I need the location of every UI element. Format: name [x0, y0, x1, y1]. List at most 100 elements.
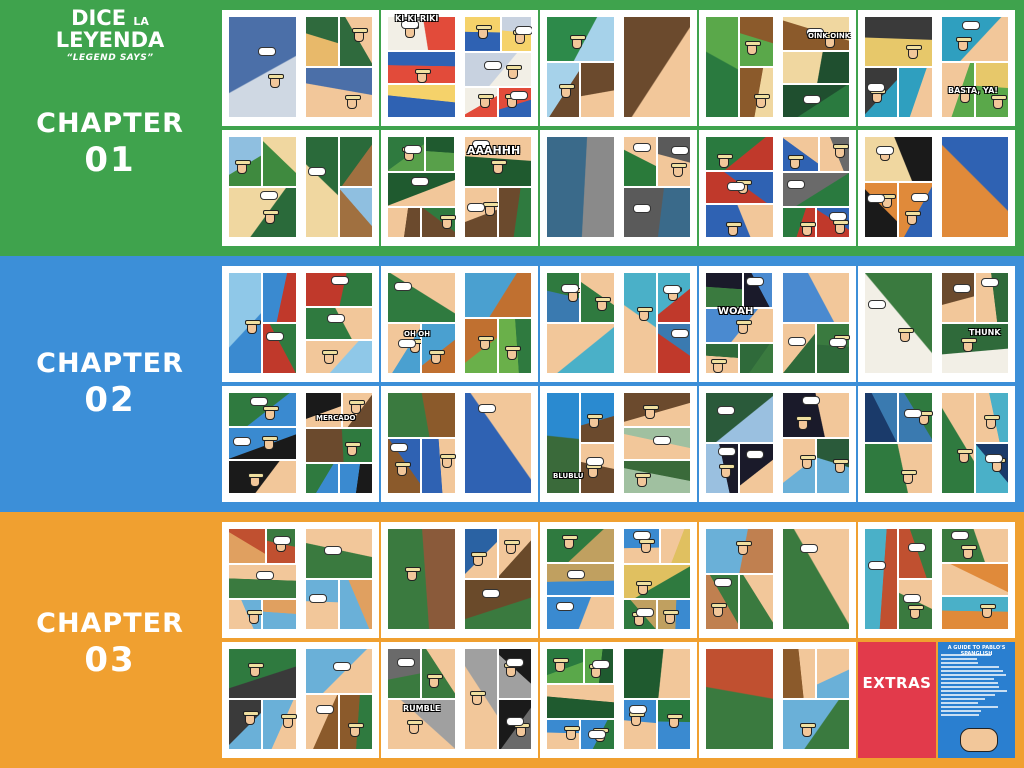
comic-page-left[interactable] [546, 392, 615, 494]
comic-page-left[interactable] [228, 16, 297, 118]
comic-page-left[interactable] [387, 16, 456, 118]
comic-page-right[interactable] [781, 16, 850, 118]
comic-page-right[interactable] [781, 392, 850, 494]
comic-page-right[interactable] [463, 648, 532, 750]
comic-spread-26[interactable] [222, 642, 379, 758]
comic-spread-19[interactable] [699, 386, 856, 502]
comic-spread-5[interactable]: BASTA, YA! [858, 10, 1015, 126]
comic-page-right[interactable] [463, 136, 532, 238]
comic-spread-22[interactable] [381, 522, 538, 638]
comic-page-left[interactable] [546, 648, 615, 750]
comic-page-right[interactable] [304, 16, 373, 118]
extras-cover[interactable]: EXTRAS [858, 642, 936, 758]
comic-page-left[interactable] [387, 392, 456, 494]
comic-page-left[interactable] [864, 136, 933, 238]
comic-panel [463, 187, 500, 238]
comic-page-right[interactable] [622, 528, 691, 630]
comic-page-left[interactable] [705, 272, 774, 374]
comic-page-right[interactable] [304, 528, 373, 630]
comic-spread-9[interactable] [699, 130, 856, 246]
comic-spread-10[interactable] [858, 130, 1015, 246]
comic-page-left[interactable] [387, 648, 456, 750]
comic-page-right[interactable] [622, 272, 691, 374]
sound-effect-thunk: THUNK [969, 328, 1001, 337]
comic-page-right[interactable] [622, 16, 691, 118]
spanglish-guide-page[interactable]: A GUIDE TO PABLO'S SPANGLISH [938, 642, 1015, 758]
comic-spread-29[interactable] [699, 642, 856, 758]
comic-page-right[interactable] [463, 16, 532, 118]
comic-spread-15[interactable]: THUNK [858, 266, 1015, 382]
comic-spread-7[interactable]: AAAHHH [381, 130, 538, 246]
comic-spread-27[interactable]: RUMBLE [381, 642, 538, 758]
comic-spread-28[interactable] [540, 642, 697, 758]
comic-page-right[interactable] [622, 392, 691, 494]
comic-spread-2[interactable]: KI-KI-RIKI [381, 10, 538, 126]
comic-spread-18[interactable]: BLUBLU [540, 386, 697, 502]
character-figure [475, 24, 492, 39]
comic-page-right[interactable] [940, 528, 1009, 630]
comic-page-left[interactable] [546, 16, 615, 118]
comic-spread-11[interactable] [222, 266, 379, 382]
comic-page-left[interactable] [864, 392, 933, 494]
comic-page-left[interactable] [228, 528, 297, 630]
comic-page-right[interactable] [781, 648, 850, 750]
comic-page-left[interactable] [705, 392, 774, 494]
comic-page-right[interactable] [940, 136, 1009, 238]
speech-bubble [232, 436, 251, 446]
comic-page-right[interactable] [304, 136, 373, 238]
comic-page-right[interactable] [463, 272, 532, 374]
comic-page-right[interactable] [622, 136, 691, 238]
comic-page-left[interactable] [705, 16, 774, 118]
comic-spread-16[interactable]: MERCADO [222, 386, 379, 502]
comic-page-right[interactable] [622, 648, 691, 750]
comic-page-left[interactable] [387, 136, 456, 238]
comic-spread-4[interactable]: OINK OINK [699, 10, 856, 126]
comic-page-right[interactable] [463, 392, 532, 494]
comic-spread-3[interactable] [540, 10, 697, 126]
comic-page-left[interactable] [705, 648, 774, 750]
comic-page-left[interactable] [228, 648, 297, 750]
comic-spread-13[interactable] [540, 266, 697, 382]
comic-page-left[interactable] [546, 528, 615, 630]
comic-page-left[interactable] [864, 272, 933, 374]
comic-page-left[interactable] [705, 136, 774, 238]
comic-page-left[interactable] [228, 136, 297, 238]
comic-page-right[interactable] [940, 272, 1009, 374]
comic-spread-8[interactable] [540, 130, 697, 246]
comic-spread-6[interactable] [222, 130, 379, 246]
comic-page-left[interactable] [228, 272, 297, 374]
straw-hat-icon [662, 609, 679, 615]
comic-panel [940, 528, 1009, 563]
comic-page-left[interactable] [864, 16, 933, 118]
comic-spread-24[interactable] [699, 522, 856, 638]
comic-page-right[interactable] [463, 528, 532, 630]
comic-spread-1[interactable] [222, 10, 379, 126]
comic-spread-21[interactable] [222, 522, 379, 638]
comic-page-left[interactable] [228, 392, 297, 494]
comic-page-right[interactable] [940, 392, 1009, 494]
comic-spread-12[interactable]: OH OH [381, 266, 538, 382]
comic-page-left[interactable] [546, 272, 615, 374]
extras-spread[interactable]: EXTRAS A GUIDE TO PABLO'S SPANGLISH [858, 642, 1015, 758]
comic-page-left[interactable] [546, 136, 615, 238]
comic-page-right[interactable] [781, 136, 850, 238]
comic-panel [304, 579, 339, 630]
comic-page-right[interactable] [781, 272, 850, 374]
comic-spread-23[interactable] [540, 522, 697, 638]
character-figure [710, 602, 727, 617]
comic-spread-14[interactable]: WOAH [699, 266, 856, 382]
comic-spread-25[interactable] [858, 522, 1015, 638]
comic-page-left[interactable] [705, 528, 774, 630]
comic-page-left[interactable] [864, 528, 933, 630]
comic-page-right[interactable] [781, 528, 850, 630]
comic-spread-20[interactable] [858, 386, 1015, 502]
comic-spread-17[interactable] [381, 386, 538, 502]
comic-page-right[interactable] [940, 16, 1009, 118]
comic-page-right[interactable] [304, 392, 373, 494]
comic-page-left[interactable] [387, 272, 456, 374]
comic-panel [580, 719, 615, 750]
comic-page-left[interactable] [387, 528, 456, 630]
comic-page-right[interactable] [304, 272, 373, 374]
comic-panel [974, 272, 1009, 323]
comic-page-right[interactable] [304, 648, 373, 750]
